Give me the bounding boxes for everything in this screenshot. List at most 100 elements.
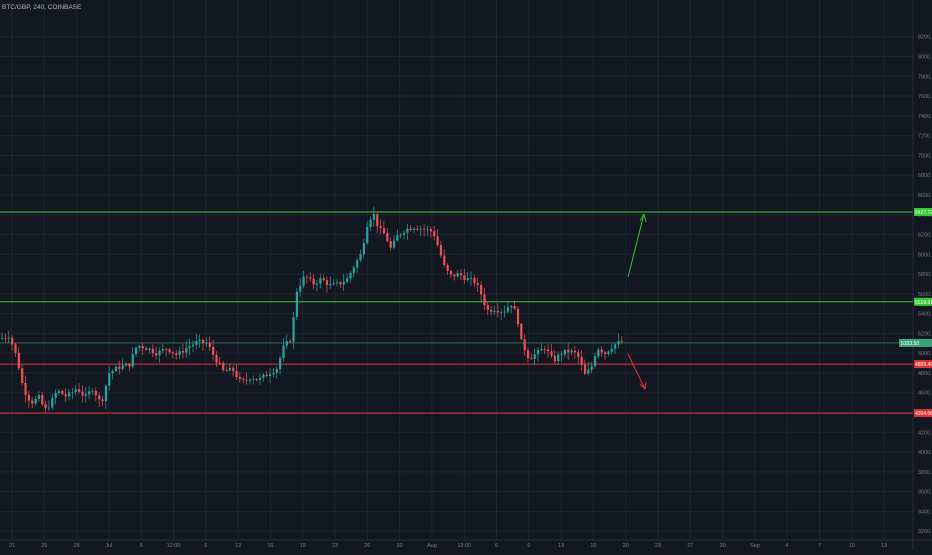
candle-body[interactable] (587, 369, 590, 374)
candle-body[interactable] (590, 366, 593, 370)
candle-body[interactable] (614, 344, 617, 349)
candle-body[interactable] (155, 353, 158, 356)
candle-body[interactable] (275, 369, 278, 373)
candle-body[interactable] (480, 285, 483, 295)
candle-body[interactable] (409, 228, 412, 231)
candle-body[interactable] (557, 354, 560, 362)
candle-body[interactable] (583, 364, 587, 374)
candle-body[interactable] (108, 373, 111, 386)
candle-body[interactable] (543, 349, 546, 350)
candle-body[interactable] (121, 365, 124, 369)
candle-body[interactable] (71, 391, 74, 393)
candle-body[interactable] (372, 214, 376, 220)
candle-body[interactable] (37, 395, 41, 399)
candle-body[interactable] (141, 346, 144, 349)
candle-body[interactable] (285, 341, 288, 346)
candle-body[interactable] (443, 255, 446, 265)
candle-body[interactable] (235, 370, 238, 378)
candle-body[interactable] (228, 367, 231, 371)
candle-body[interactable] (104, 385, 108, 402)
candle-body[interactable] (486, 305, 489, 310)
candle-body[interactable] (265, 374, 268, 377)
candle-body[interactable] (379, 226, 382, 229)
candle-body[interactable] (131, 354, 134, 367)
candle-body[interactable] (376, 214, 379, 227)
candle-body[interactable] (540, 349, 543, 351)
candle-body[interactable] (506, 307, 510, 312)
candle-body[interactable] (332, 283, 335, 285)
candle-body[interactable] (483, 294, 486, 306)
candle-body[interactable] (389, 241, 392, 248)
candle-body[interactable] (21, 368, 24, 384)
candle-body[interactable] (98, 395, 101, 400)
candle-body[interactable] (604, 352, 607, 355)
candle-body[interactable] (14, 344, 17, 353)
candle-body[interactable] (279, 357, 282, 370)
candle-body[interactable] (84, 394, 87, 396)
candle-body[interactable] (533, 354, 536, 359)
candle-body[interactable] (550, 351, 553, 356)
candle-body[interactable] (336, 282, 339, 284)
candle-body[interactable] (148, 348, 151, 350)
candle-body[interactable] (500, 312, 503, 314)
candle-body[interactable] (570, 350, 573, 353)
candle-body[interactable] (329, 284, 332, 286)
candle-body[interactable] (610, 348, 613, 352)
candle-body[interactable] (135, 347, 138, 355)
candle-body[interactable] (600, 349, 603, 353)
candle-body[interactable] (158, 350, 161, 356)
candle-body[interactable] (449, 270, 453, 275)
candle-body[interactable] (315, 283, 319, 285)
candle-body[interactable] (124, 363, 128, 366)
candle-body[interactable] (222, 363, 225, 371)
candle-body[interactable] (319, 278, 322, 284)
candle-body[interactable] (181, 350, 185, 353)
candle-body[interactable] (359, 254, 362, 261)
candle-body[interactable] (547, 349, 550, 352)
candle-body[interactable] (218, 362, 221, 364)
candle-body[interactable] (94, 390, 97, 396)
candle-body[interactable] (24, 383, 27, 395)
candle-body[interactable] (215, 354, 218, 363)
candle-body[interactable] (346, 278, 349, 282)
candle-body[interactable] (47, 407, 51, 409)
candle-body[interactable] (342, 281, 345, 285)
candle-body[interactable] (399, 234, 402, 236)
candle-body[interactable] (513, 306, 516, 309)
candle-body[interactable] (7, 337, 10, 339)
candle-body[interactable] (573, 350, 577, 353)
candle-body[interactable] (11, 337, 14, 345)
candle-body[interactable] (34, 398, 37, 404)
candle-body[interactable] (302, 276, 305, 286)
candle-body[interactable] (202, 339, 205, 344)
candle-body[interactable] (114, 366, 118, 372)
candle-body[interactable] (325, 280, 329, 286)
candle-body[interactable] (503, 311, 506, 313)
candle-body[interactable] (168, 349, 171, 353)
candle-body[interactable] (171, 352, 175, 354)
candle-body[interactable] (198, 339, 201, 342)
candle-body[interactable] (212, 346, 215, 355)
candle-body[interactable] (433, 231, 436, 237)
candle-body[interactable] (470, 277, 473, 279)
candle-body[interactable] (413, 228, 416, 231)
candle-body[interactable] (563, 349, 566, 355)
candle-body[interactable] (423, 228, 426, 230)
candle-body[interactable] (258, 377, 262, 380)
candle-body[interactable] (593, 356, 597, 367)
candle-body[interactable] (392, 240, 396, 248)
candle-body[interactable] (128, 363, 131, 367)
candle-body[interactable] (91, 390, 94, 392)
candle-body[interactable] (195, 341, 198, 345)
candle-body[interactable] (255, 379, 258, 380)
candle-body[interactable] (161, 349, 164, 351)
candle-body[interactable] (490, 309, 493, 312)
candle-body[interactable] (305, 276, 309, 278)
candle-body[interactable] (191, 344, 195, 347)
candle-body[interactable] (520, 323, 523, 340)
candle-body[interactable] (322, 278, 325, 281)
candle-body[interactable] (473, 277, 476, 284)
candle-body[interactable] (175, 353, 178, 355)
candle-body[interactable] (369, 219, 372, 227)
candle-body[interactable] (205, 342, 208, 344)
